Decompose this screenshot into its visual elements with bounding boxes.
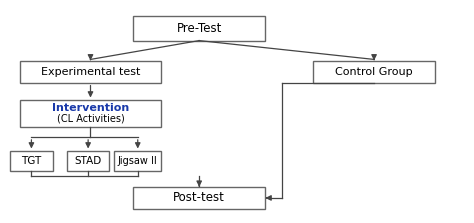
Text: TGT: TGT [21,156,42,166]
FancyBboxPatch shape [67,151,109,171]
Text: (CL Activities): (CL Activities) [56,113,124,123]
FancyBboxPatch shape [19,100,161,127]
FancyBboxPatch shape [133,16,265,41]
Text: Experimental test: Experimental test [41,67,140,77]
FancyBboxPatch shape [10,151,53,171]
FancyBboxPatch shape [313,60,436,83]
FancyBboxPatch shape [114,151,161,171]
FancyBboxPatch shape [133,187,265,209]
Text: Control Group: Control Group [335,67,413,77]
Text: Intervention: Intervention [52,103,129,113]
Text: Jigsaw II: Jigsaw II [118,156,158,166]
FancyBboxPatch shape [19,60,161,83]
Text: STAD: STAD [74,156,102,166]
Text: Post-test: Post-test [173,191,225,204]
Text: Pre-Test: Pre-Test [176,22,222,35]
